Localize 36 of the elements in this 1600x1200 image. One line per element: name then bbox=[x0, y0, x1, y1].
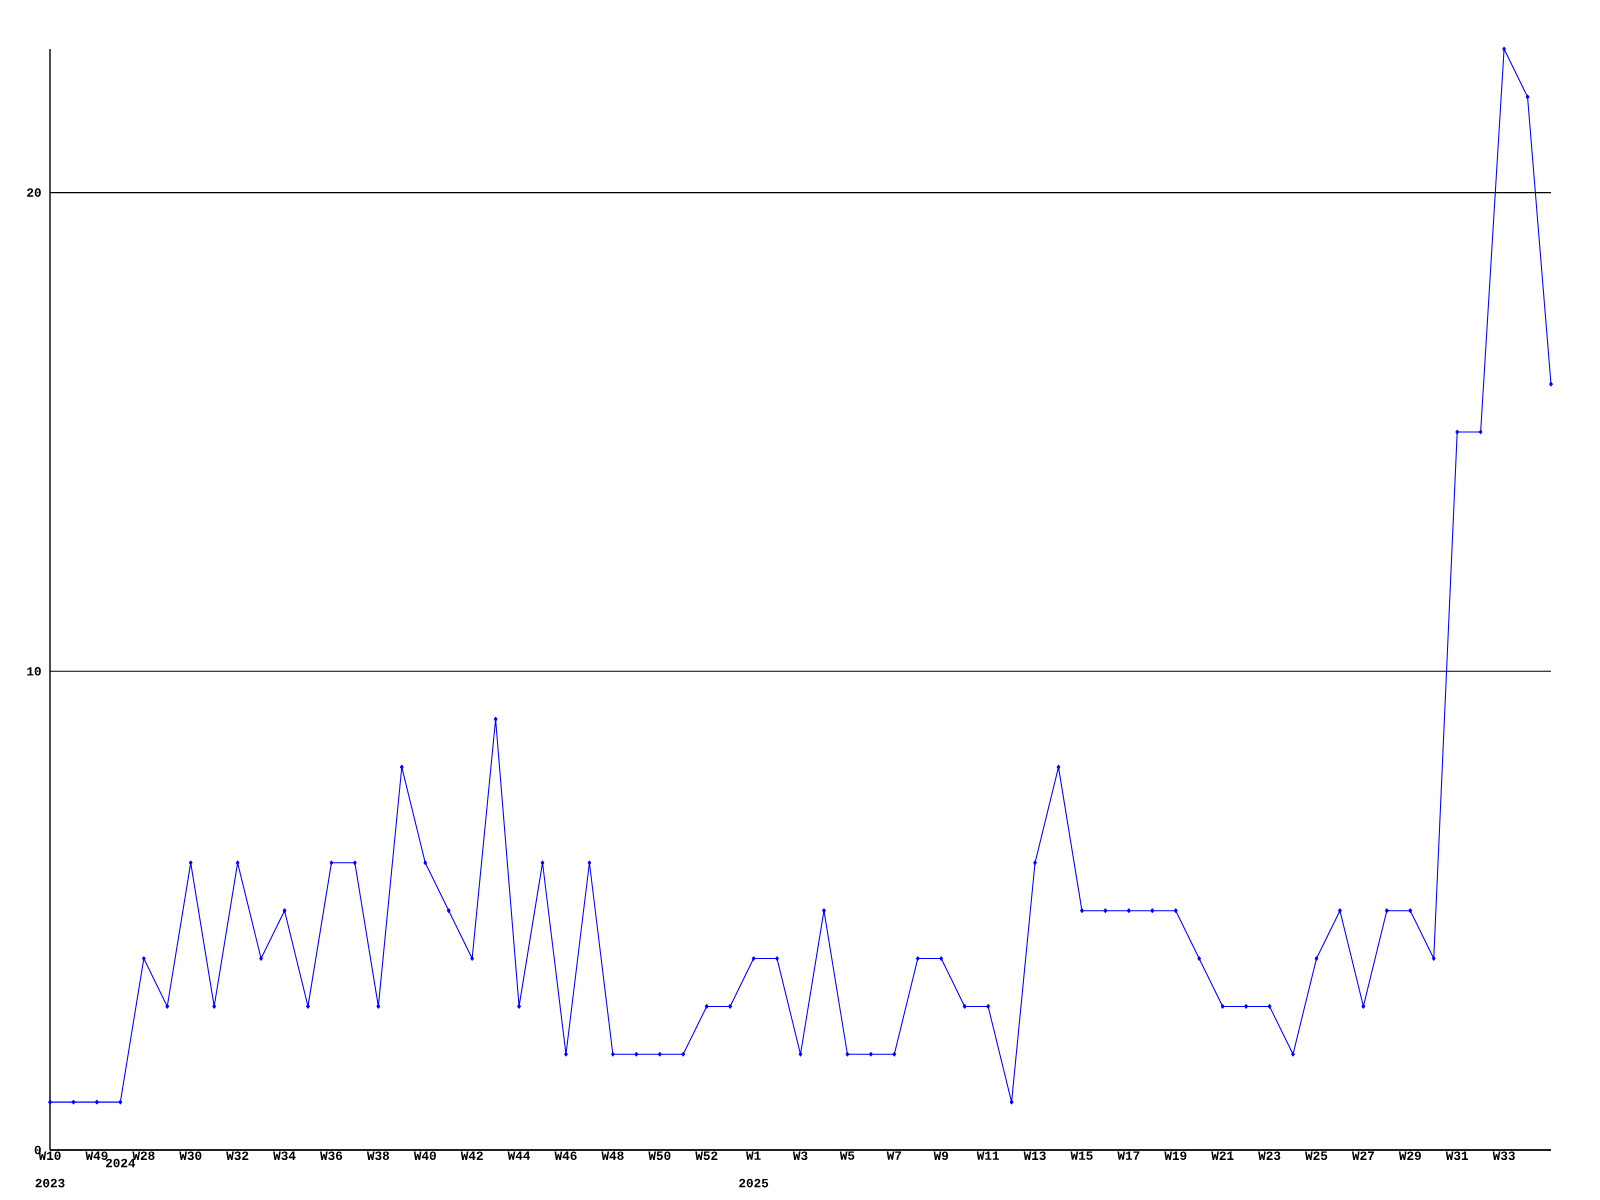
x-tick-label: W7 bbox=[886, 1151, 902, 1160]
x-tick-label: W52 bbox=[695, 1151, 718, 1160]
x-tick-label: W27 bbox=[1351, 1151, 1374, 1160]
x-tick-label: W36 bbox=[320, 1151, 343, 1161]
x-tick-label: W17 bbox=[1117, 1151, 1140, 1160]
x-tick-label: W31 bbox=[1445, 1151, 1469, 1161]
x-tick-label: W30 bbox=[179, 1151, 202, 1161]
x-tick-label: W13 bbox=[1023, 1151, 1046, 1161]
x-tick-label: W1 bbox=[746, 1151, 761, 1160]
x-tick-label: W29 bbox=[1398, 1151, 1421, 1160]
x-tick-label: W25 bbox=[1305, 1151, 1328, 1160]
x-tick-label: W38 bbox=[366, 1151, 390, 1161]
x-tick-label: W46 bbox=[554, 1151, 577, 1160]
text: 2023 bbox=[35, 1178, 65, 1188]
x-tick-label: W5 bbox=[839, 1151, 855, 1160]
x-tick-label: W48 bbox=[601, 1151, 624, 1160]
x-tick-label: W44 bbox=[507, 1151, 531, 1160]
text: 2025 bbox=[739, 1178, 769, 1188]
x-tick-label: W32 bbox=[226, 1151, 249, 1161]
x-tick-label: 2024 bbox=[105, 1158, 136, 1168]
x-tick-label: W42 bbox=[460, 1151, 483, 1160]
y-tick-label: 10 bbox=[27, 667, 41, 676]
x-tick-label: W11 bbox=[976, 1151, 999, 1160]
x-tick-label: W50 bbox=[648, 1151, 671, 1160]
x-tick-label: W21 bbox=[1211, 1151, 1234, 1160]
x-tick-label: W33 bbox=[1492, 1151, 1515, 1161]
x-tick-label: W23 bbox=[1258, 1151, 1281, 1161]
x-tick-label: W9 bbox=[933, 1151, 949, 1160]
x-tick-label: W15 bbox=[1070, 1151, 1093, 1160]
x-tick-label: W40 bbox=[413, 1151, 436, 1160]
x-tick-label: W19 bbox=[1164, 1151, 1187, 1160]
x-tick-label: W34 bbox=[273, 1151, 296, 1161]
x-tick-label: W49 bbox=[85, 1151, 108, 1160]
y-tick-label: 20 bbox=[27, 188, 41, 197]
x-tick-label: W3 bbox=[792, 1151, 808, 1161]
x-tick-label: W28 bbox=[132, 1151, 155, 1160]
